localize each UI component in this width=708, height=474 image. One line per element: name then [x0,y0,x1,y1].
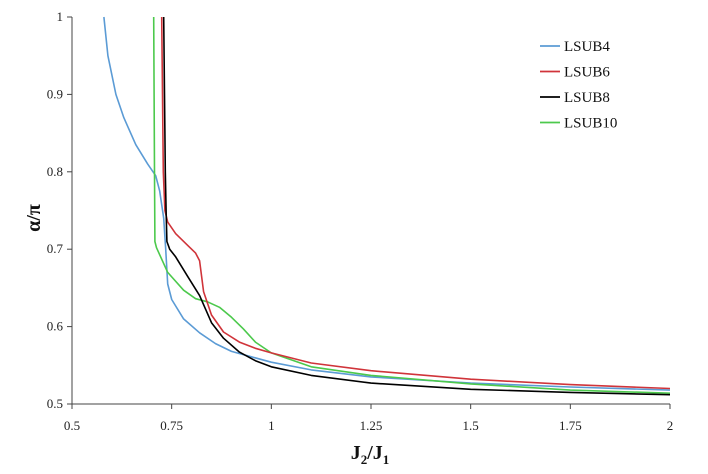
y-tick-label: 0.7 [47,241,64,256]
x-tick-label: 0.5 [64,418,80,433]
legend-label-lsub8: LSUB8 [564,90,610,106]
legend-label-lsub4: LSUB4 [564,39,610,55]
legend-label-lsub6: LSUB6 [564,65,610,81]
y-tick-label: 0.8 [47,164,63,179]
series-line-lsub10 [152,16,671,394]
legend-label-lsub10: LSUB10 [564,116,617,132]
x-axis-title: J2/J1 [351,442,390,467]
x-tick-label: 1 [268,418,275,433]
y-tick-label: 0.6 [47,319,64,334]
x-tick-label: 1.25 [360,418,383,433]
series-line-lsub8 [162,16,671,396]
y-tick-label: 1 [57,9,64,24]
x-tick-label: 0.75 [160,418,183,433]
y-tick-label: 0.9 [47,86,63,101]
x-tick-label: 1.75 [559,418,582,433]
y-tick-label: 0.5 [47,396,63,411]
x-tick-label: 2 [667,418,674,433]
series-line-lsub4 [103,16,671,391]
y-axis-title: α/π [23,204,45,232]
x-tick-label: 1.5 [463,418,479,433]
